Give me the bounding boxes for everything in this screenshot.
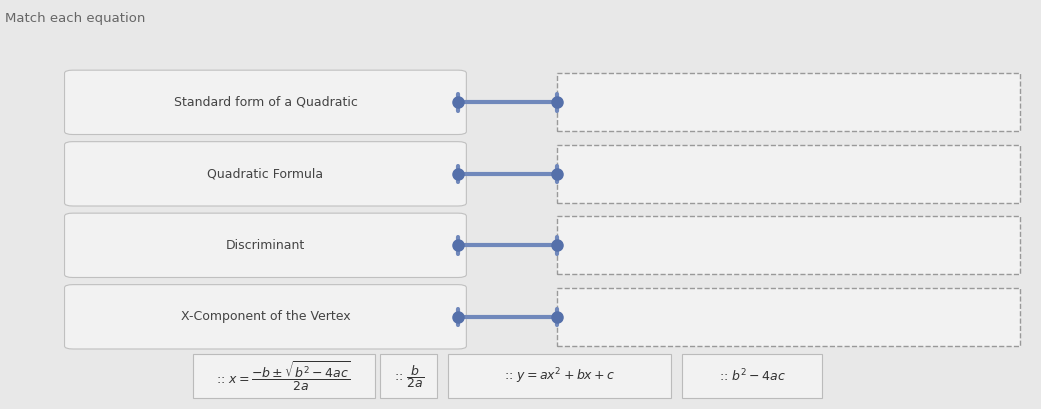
- FancyBboxPatch shape: [65, 70, 466, 135]
- Text: :: $y = ax^2 + bx + c$: :: $y = ax^2 + bx + c$: [504, 366, 615, 386]
- Text: :: $b^2 - 4ac$: :: $b^2 - 4ac$: [718, 368, 786, 384]
- FancyBboxPatch shape: [557, 73, 1020, 132]
- FancyBboxPatch shape: [557, 145, 1020, 203]
- FancyBboxPatch shape: [65, 213, 466, 277]
- Text: Quadratic Formula: Quadratic Formula: [207, 167, 324, 180]
- Text: :: $\dfrac{b}{2a}$: :: $\dfrac{b}{2a}$: [393, 363, 424, 389]
- FancyBboxPatch shape: [193, 355, 375, 398]
- FancyBboxPatch shape: [557, 288, 1020, 346]
- FancyBboxPatch shape: [65, 142, 466, 206]
- FancyBboxPatch shape: [448, 355, 671, 398]
- FancyBboxPatch shape: [682, 355, 822, 398]
- Text: :: $x = \dfrac{-b \pm \sqrt{b^2-4ac}}{2a}$: :: $x = \dfrac{-b \pm \sqrt{b^2-4ac}}{2a…: [217, 359, 351, 393]
- Text: X-Component of the Vertex: X-Component of the Vertex: [181, 310, 350, 323]
- Text: Discriminant: Discriminant: [226, 239, 305, 252]
- FancyBboxPatch shape: [65, 285, 466, 349]
- FancyBboxPatch shape: [557, 216, 1020, 274]
- FancyBboxPatch shape: [380, 355, 437, 398]
- Text: Standard form of a Quadratic: Standard form of a Quadratic: [174, 96, 357, 109]
- Text: Match each equation: Match each equation: [5, 12, 146, 25]
